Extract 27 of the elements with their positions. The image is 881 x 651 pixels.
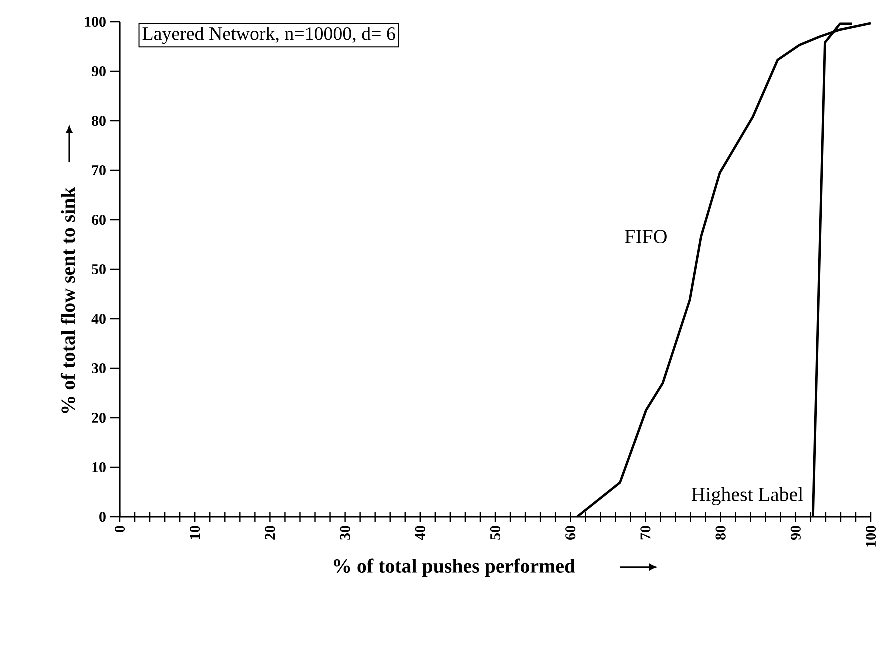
y-tick-label: 90: [92, 66, 106, 77]
y-tick-label: 30: [92, 363, 106, 374]
x-tick-label: 10: [190, 526, 200, 540]
x-axis-title: % of total pushes performed: [334, 558, 576, 578]
x-tick-label: 100: [866, 526, 876, 547]
x-tick-label: 60: [566, 526, 576, 540]
x-tick-label: 0: [114, 526, 126, 532]
y-tick-label: 10: [92, 462, 106, 473]
x-tick-label: 70: [640, 526, 651, 540]
x-tick-label: 80: [716, 526, 726, 540]
y-tick-label: 0: [100, 512, 106, 522]
series-label: FIFO: [625, 230, 667, 244]
y-tick-label: 40: [92, 314, 106, 324]
series-label: Highest Label: [692, 487, 804, 506]
x-tick-label: 20: [265, 526, 276, 540]
x-tick-label: 90: [790, 526, 801, 540]
x-tick-label: 30: [340, 526, 350, 540]
y-tick-label: 80: [92, 116, 106, 126]
y-tick-label: 50: [92, 264, 106, 275]
y-tick-label: 60: [92, 214, 106, 226]
y-axis-title: % of total flow sent to sink: [60, 187, 76, 414]
y-tick-label: 100: [85, 16, 106, 28]
y-tick-label: 70: [92, 165, 106, 176]
x-tick-label: 40: [415, 526, 426, 540]
x-tick-label: 50: [490, 526, 501, 540]
chart-title: Layered Network, n=10000, d= 6: [142, 26, 396, 44]
y-tick-label: 20: [92, 412, 106, 424]
